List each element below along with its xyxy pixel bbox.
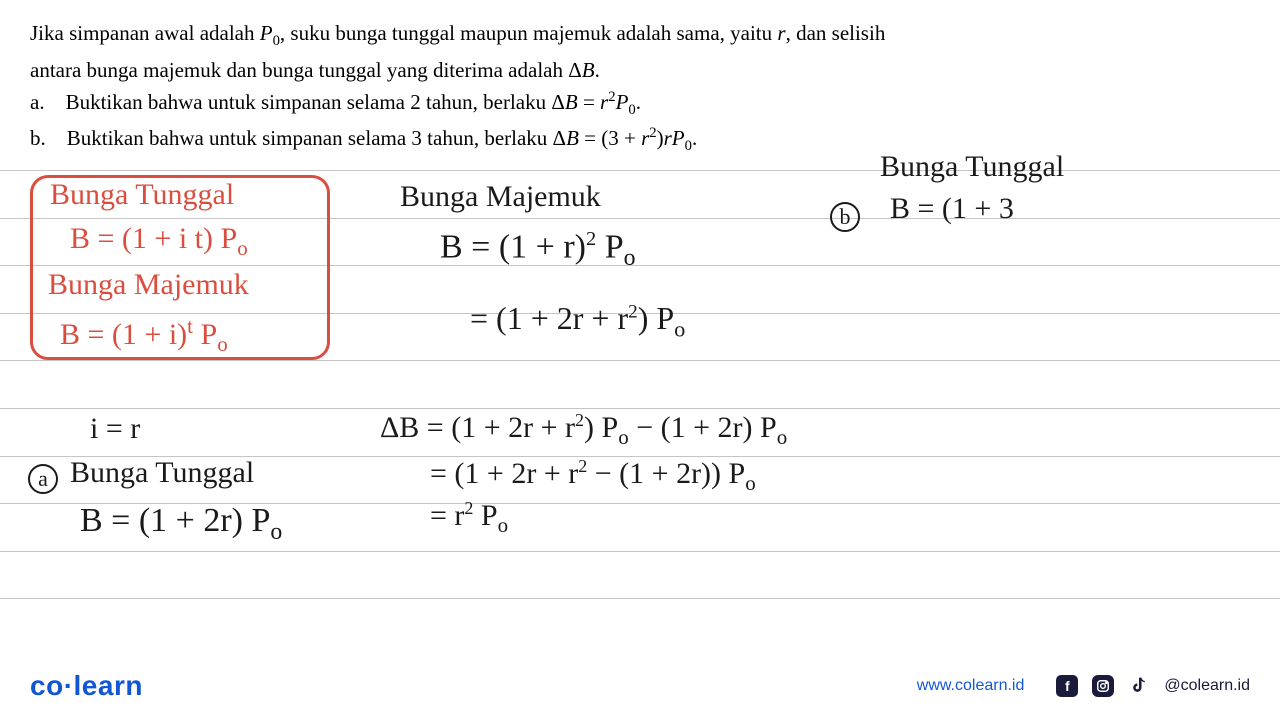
problem-item-a: a. Buktikan bahwa untuk simpanan selama … [30,87,1250,122]
problem-line-1: Jika simpanan awal adalah P0, suku bunga… [30,18,1250,53]
problem-item-b: b. Buktikan bahwa untuk simpanan selama … [30,123,1250,158]
delta-b-eq1: ΔB = (1 + 2r + r2) Po − (1 + 2r) Po [380,410,787,450]
box-bunga-tunggal-eq: B = (1 + i t) Po [70,222,248,261]
label-b-circle: b [830,198,860,232]
box-bunga-tunggal-title: Bunga Tunggal [50,178,234,212]
i-equals-r: i = r [90,412,140,446]
delta-b-eq2: = (1 + 2r + r2 − (1 + 2r)) Po [430,456,756,496]
problem-statement: Jika simpanan awal adalah P0, suku bunga… [0,0,1280,158]
footer: co·learn www.colearn.id f @colearn.id [30,670,1250,702]
b-bunga-tunggal-title: Bunga Tunggal [880,150,1064,184]
tiktok-icon[interactable] [1128,675,1150,697]
problem-line-2: antara bunga majemuk dan bunga tunggal y… [30,55,1250,85]
majemuk-title: Bunga Majemuk [400,180,601,214]
website-link[interactable]: www.colearn.id [917,677,1025,695]
b-eq: B = (1 + 3 [890,192,1014,226]
majemuk-eq2: = (1 + 2r + r2) Po [470,300,685,342]
box-bunga-majemuk-title: Bunga Majemuk [48,268,249,302]
facebook-icon[interactable]: f [1056,675,1078,697]
brand-logo: co·learn [30,670,143,702]
a-bunga-tunggal-eq: B = (1 + 2r) Po [80,502,282,546]
majemuk-eq1: B = (1 + r)2 Po [440,228,636,272]
social-handle: @colearn.id [1164,677,1250,695]
box-bunga-majemuk-eq: B = (1 + i)t Po [60,314,228,357]
delta-b-eq3: = r2 Po [430,498,508,538]
a-bunga-tunggal-title: Bunga Tunggal [70,456,254,490]
instagram-icon[interactable] [1092,675,1114,697]
label-a-circle: a [28,460,58,494]
